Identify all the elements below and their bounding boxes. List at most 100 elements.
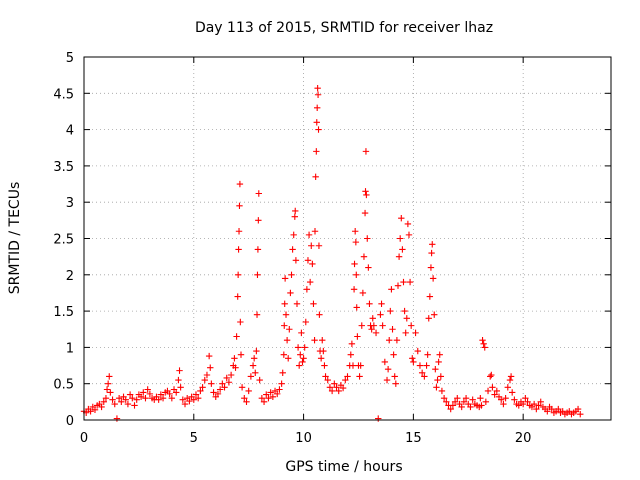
- data-point: [199, 384, 206, 391]
- data-point: [106, 373, 113, 380]
- data-point: [414, 347, 421, 355]
- data-point: [544, 408, 551, 415]
- data-point: [535, 402, 542, 409]
- data-point: [462, 395, 470, 402]
- data-point: [348, 340, 356, 347]
- x-tick-label: 15: [405, 431, 422, 446]
- data-point: [426, 293, 434, 300]
- data-point: [416, 362, 424, 369]
- data-point: [159, 395, 167, 402]
- data-point: [283, 336, 291, 344]
- data-point: [205, 352, 213, 360]
- data-point: [370, 322, 378, 329]
- data-point: [281, 275, 289, 282]
- data-point: [316, 311, 323, 318]
- data-point: [432, 365, 439, 373]
- y-tick-label: 3.5: [53, 160, 74, 175]
- data-point: [314, 91, 322, 98]
- y-tick-label: 1: [66, 341, 74, 356]
- data-point: [577, 410, 584, 418]
- data-point: [155, 396, 162, 403]
- data-point: [214, 390, 222, 398]
- data-point: [175, 376, 182, 384]
- data-point: [469, 396, 476, 403]
- data-point: [362, 148, 370, 155]
- data-point: [295, 362, 303, 369]
- data-point: [378, 300, 385, 308]
- data-point: [353, 304, 360, 311]
- data-point: [107, 389, 114, 396]
- data-point: [241, 395, 248, 402]
- data-point: [98, 403, 105, 411]
- data-point: [236, 180, 244, 188]
- data-point: [443, 398, 450, 406]
- data-point: [482, 398, 490, 406]
- data-point: [111, 400, 118, 408]
- data-point: [321, 362, 328, 369]
- data-point: [310, 300, 317, 308]
- data-point: [285, 355, 292, 362]
- data-point: [484, 387, 492, 395]
- x-tick-label: 0: [80, 431, 88, 446]
- data-point: [405, 231, 413, 239]
- data-point: [254, 271, 261, 278]
- data-point: [305, 231, 313, 239]
- y-tick-label: 0: [66, 414, 74, 429]
- data-point: [236, 202, 243, 210]
- data-point: [104, 380, 112, 387]
- x-tick-label: 5: [190, 431, 198, 446]
- data-point: [140, 389, 147, 396]
- data-point: [384, 365, 392, 373]
- data-point: [87, 408, 94, 415]
- data-point: [418, 369, 426, 377]
- data-point: [137, 393, 145, 400]
- data-point: [177, 384, 184, 391]
- data-point: [379, 322, 386, 329]
- data-point: [289, 246, 296, 253]
- data-point: [282, 311, 290, 318]
- data-point: [381, 358, 389, 366]
- x-tick-label: 10: [295, 431, 312, 446]
- data-point: [131, 402, 138, 409]
- data-point: [249, 362, 257, 369]
- data-point: [395, 253, 403, 260]
- data-point: [519, 400, 527, 408]
- data-point: [383, 376, 391, 384]
- data-point: [118, 398, 125, 406]
- data-point: [227, 371, 235, 379]
- data-point: [194, 395, 202, 402]
- data-point: [454, 395, 461, 402]
- data-point: [203, 371, 211, 379]
- data-point: [506, 376, 514, 384]
- data-point: [574, 405, 582, 413]
- data-point: [428, 249, 435, 257]
- data-point: [356, 373, 363, 380]
- data-point: [317, 355, 325, 362]
- data-point: [221, 384, 228, 391]
- data-point: [504, 384, 511, 391]
- data-point: [166, 390, 173, 398]
- data-point: [360, 253, 368, 260]
- data-point: [333, 384, 340, 391]
- data-point: [480, 340, 487, 347]
- data-point: [237, 318, 244, 326]
- data-point: [269, 393, 277, 400]
- data-point: [353, 271, 360, 278]
- data-point: [314, 85, 321, 92]
- data-point: [555, 405, 562, 413]
- data-point: [309, 260, 316, 268]
- data-point: [515, 402, 522, 409]
- data-point: [312, 173, 319, 180]
- data-point: [368, 326, 375, 333]
- data-point: [320, 347, 327, 355]
- data-point: [115, 395, 123, 402]
- data-point: [142, 395, 149, 402]
- y-tick-label: 1.5: [53, 305, 74, 320]
- data-point: [313, 104, 321, 112]
- data-point: [425, 315, 432, 322]
- data-point: [297, 351, 304, 358]
- data-point: [331, 380, 338, 387]
- data-point: [146, 390, 154, 398]
- data-point: [438, 387, 446, 395]
- data-point: [431, 311, 438, 318]
